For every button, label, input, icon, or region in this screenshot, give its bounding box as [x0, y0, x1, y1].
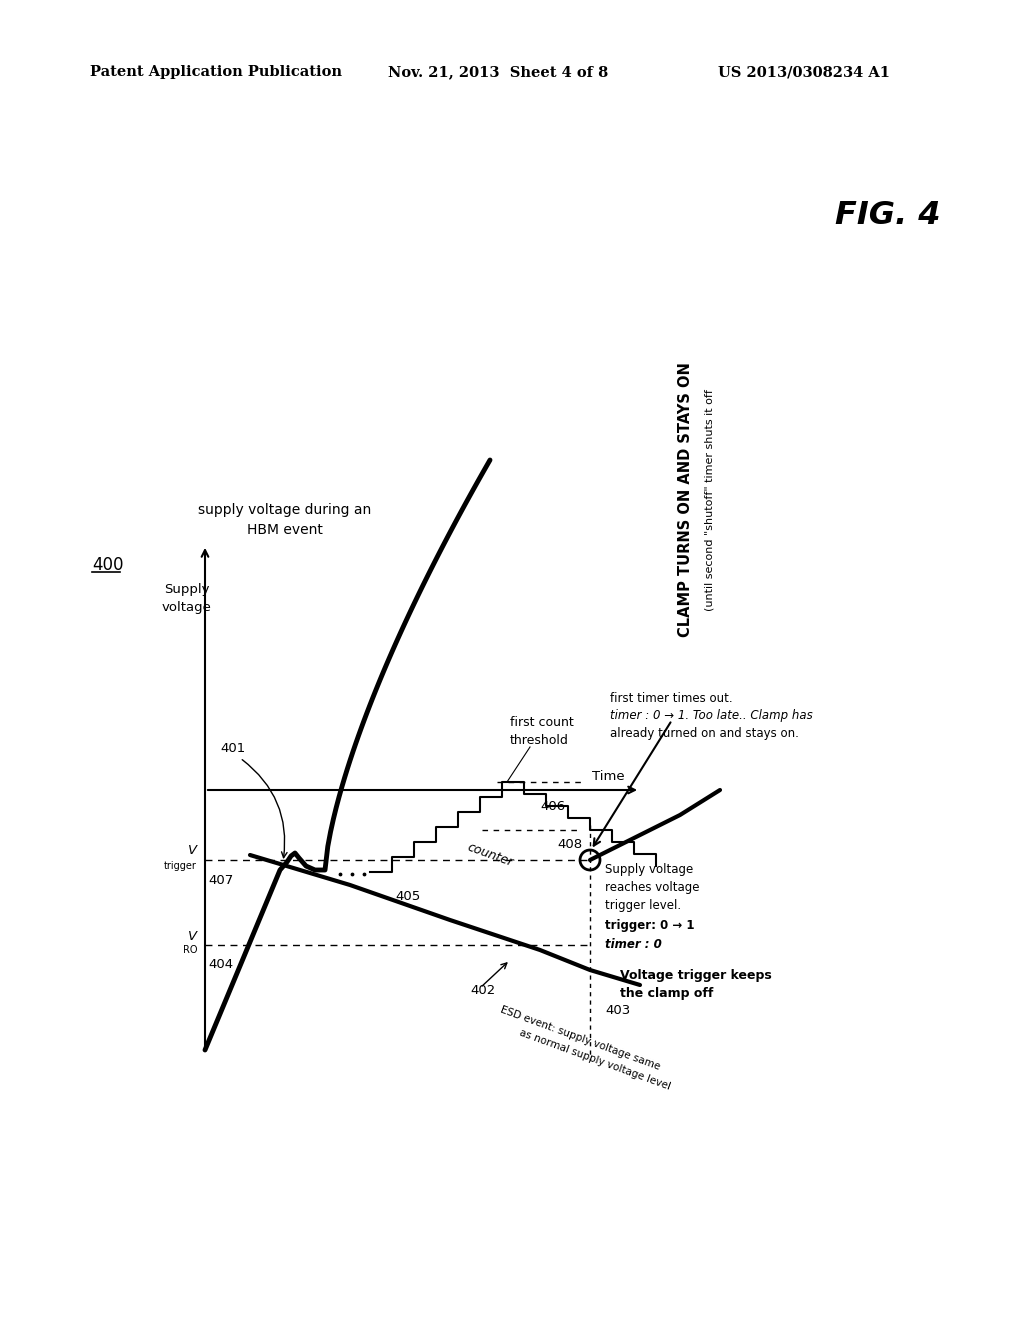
- Text: as normal supply voltage level: as normal supply voltage level: [518, 1028, 672, 1092]
- Text: RO: RO: [182, 945, 197, 954]
- Text: reaches voltage: reaches voltage: [605, 882, 699, 895]
- Text: threshold: threshold: [510, 734, 569, 747]
- Text: US 2013/0308234 A1: US 2013/0308234 A1: [718, 65, 890, 79]
- Text: Supply: Supply: [164, 583, 210, 597]
- Text: V: V: [187, 929, 197, 942]
- Text: voltage: voltage: [162, 602, 212, 615]
- Text: timer : 0 → 1. Too late.. Clamp has: timer : 0 → 1. Too late.. Clamp has: [610, 710, 813, 722]
- Text: (until second "shutoff" timer shuts it off: (until second "shutoff" timer shuts it o…: [705, 389, 715, 611]
- Text: trigger: 0 → 1: trigger: 0 → 1: [605, 920, 694, 932]
- Text: Time: Time: [592, 770, 625, 783]
- Text: Voltage trigger keeps: Voltage trigger keeps: [620, 969, 772, 982]
- Text: Nov. 21, 2013  Sheet 4 of 8: Nov. 21, 2013 Sheet 4 of 8: [388, 65, 608, 79]
- Text: trigger level.: trigger level.: [605, 899, 681, 912]
- Text: already turned on and stays on.: already turned on and stays on.: [610, 727, 799, 741]
- Text: first timer times out.: first timer times out.: [610, 692, 732, 705]
- Text: first count: first count: [510, 715, 573, 729]
- Text: Supply voltage: Supply voltage: [605, 863, 693, 876]
- Text: counter: counter: [465, 841, 515, 870]
- Text: 407: 407: [208, 874, 233, 887]
- Text: 405: 405: [395, 891, 420, 903]
- Text: 403: 403: [605, 1003, 630, 1016]
- Text: trigger: trigger: [164, 861, 197, 871]
- Text: 400: 400: [92, 556, 124, 574]
- Text: the clamp off: the clamp off: [620, 986, 714, 999]
- Text: V: V: [187, 843, 197, 857]
- Text: 402: 402: [470, 983, 496, 997]
- Text: ESD event: supply voltage same: ESD event: supply voltage same: [499, 1005, 662, 1072]
- Text: 406: 406: [540, 800, 565, 813]
- Text: 408: 408: [557, 838, 582, 851]
- Text: HBM event: HBM event: [247, 523, 323, 537]
- Text: 401: 401: [220, 742, 246, 755]
- Text: CLAMP TURNS ON AND STAYS ON: CLAMP TURNS ON AND STAYS ON: [678, 363, 692, 638]
- Text: 404: 404: [208, 958, 233, 972]
- Text: timer : 0: timer : 0: [605, 937, 662, 950]
- Text: FIG. 4: FIG. 4: [835, 199, 940, 231]
- Text: supply voltage during an: supply voltage during an: [199, 503, 372, 517]
- Text: Patent Application Publication: Patent Application Publication: [90, 65, 342, 79]
